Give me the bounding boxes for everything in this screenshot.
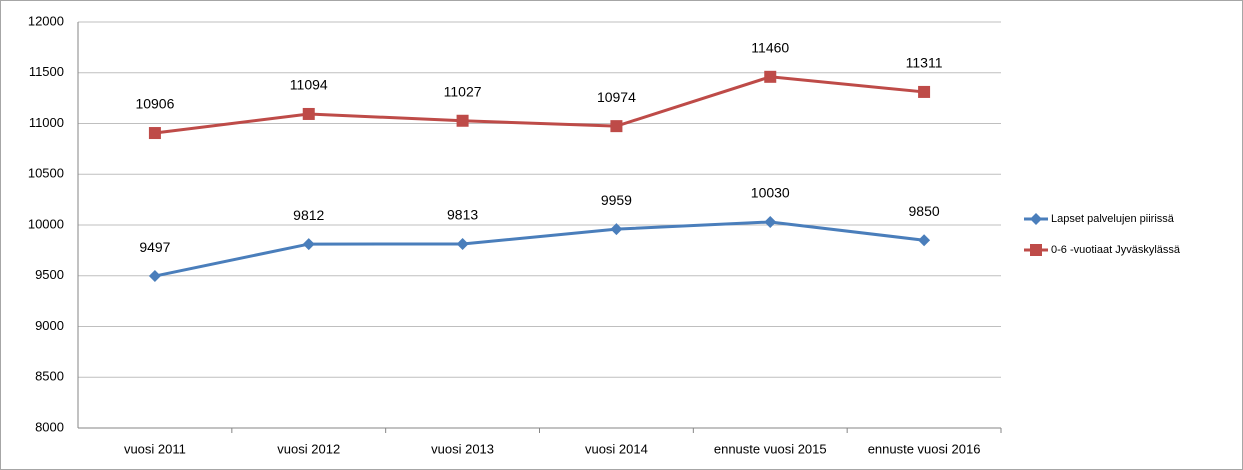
data-label: 9812 <box>293 207 324 223</box>
y-tick-label: 9500 <box>35 267 64 282</box>
data-label: 9497 <box>139 239 170 255</box>
legend-label: Lapset palvelujen piirissä <box>1051 213 1175 225</box>
marker <box>918 234 931 247</box>
data-label: 10906 <box>135 96 174 112</box>
x-tick-label: vuosi 2012 <box>277 441 340 456</box>
marker <box>610 223 623 236</box>
marker <box>148 270 161 283</box>
data-label: 11460 <box>751 40 789 56</box>
data-label: 9959 <box>601 192 632 208</box>
y-tick-label: 10000 <box>28 216 64 231</box>
y-tick-label: 12000 <box>28 13 64 28</box>
x-tick-label: vuosi 2014 <box>585 441 648 456</box>
marker <box>764 215 777 228</box>
marker <box>302 107 315 120</box>
marker <box>918 85 931 98</box>
legend-label: 0-6 -vuotiaat Jyväskylässä <box>1051 244 1181 256</box>
marker <box>456 114 469 127</box>
marker <box>456 237 469 250</box>
data-label: 10030 <box>751 185 790 201</box>
y-tick-label: 11500 <box>29 64 64 79</box>
x-tick-label: vuosi 2013 <box>431 441 494 456</box>
data-label: 11094 <box>290 77 328 93</box>
series-line <box>154 220 925 278</box>
y-tick-label: 9000 <box>35 318 64 333</box>
data-label: 9850 <box>909 203 940 219</box>
series-line <box>154 75 925 135</box>
x-tick-label: vuosi 2011 <box>124 441 186 456</box>
y-tick-label: 11000 <box>29 115 64 130</box>
data-label: 10974 <box>597 89 636 105</box>
marker <box>764 70 777 83</box>
marker <box>302 238 315 251</box>
data-label: 11027 <box>444 83 482 99</box>
data-label: 11311 <box>906 55 943 71</box>
y-tick-label: 8000 <box>35 419 64 434</box>
marker <box>148 127 161 140</box>
x-tick-label: ennuste vuosi 2016 <box>868 441 981 456</box>
data-label: 9813 <box>447 207 478 223</box>
marker <box>610 120 623 133</box>
y-tick-label: 8500 <box>35 369 64 384</box>
marker <box>1030 244 1042 256</box>
marker <box>1030 213 1042 225</box>
y-tick-label: 10500 <box>28 166 64 181</box>
x-tick-label: ennuste vuosi 2015 <box>714 441 827 456</box>
